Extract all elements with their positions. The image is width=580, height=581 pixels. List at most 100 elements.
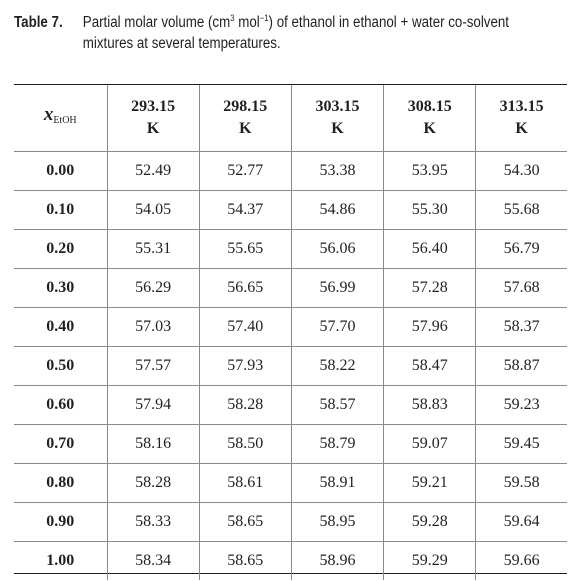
caption-text-suffix: ) of ethanol in ethanol + water co-solve… xyxy=(268,14,510,31)
row-header-mole-fraction: 0.70 xyxy=(14,424,108,464)
table-cell-volume: 55.30 xyxy=(383,190,477,230)
column-header: 293.15 K xyxy=(106,85,200,152)
table-cell-volume: 57.70 xyxy=(290,307,385,347)
table-cell-volume: 58.22 xyxy=(290,346,385,386)
data-table-container: xEtOH 293.15 K 298.15 K 303.15 K 308.15 K 31… xyxy=(14,84,567,580)
table-cell-volume: 57.40 xyxy=(198,307,292,347)
table-row: 0.80 58.28 58.61 58.91 59.21 59.58 xyxy=(14,463,567,503)
row-header-mole-fraction: 1.00 xyxy=(14,541,108,580)
table-cell-volume: 54.30 xyxy=(475,151,567,191)
table-cell-volume: 58.28 xyxy=(198,385,292,425)
table-row: 0.20 55.31 55.65 56.06 56.40 56.79 xyxy=(14,229,567,269)
column-header-label: 298.15 K xyxy=(223,98,268,137)
table-cell-volume: 52.77 xyxy=(198,151,292,191)
table-cell-volume: 57.93 xyxy=(198,346,292,386)
table-cell-volume: 59.66 xyxy=(475,541,567,580)
table-cell-volume: 58.87 xyxy=(475,346,567,386)
table-cell-volume: 57.96 xyxy=(383,307,477,347)
table-cell-volume: 56.65 xyxy=(198,268,292,308)
table-cell-volume: 54.05 xyxy=(106,190,200,230)
table-row: 0.40 57.03 57.40 57.70 57.96 58.37 xyxy=(14,307,567,347)
row-header-mole-fraction: 0.40 xyxy=(14,307,108,347)
column-header-label: 313.15 K xyxy=(499,98,544,137)
table-cell-volume: 55.31 xyxy=(106,229,200,269)
table-label: Table 7. xyxy=(14,14,63,31)
column-header: 308.15 K xyxy=(383,85,477,152)
table-cell-volume: 57.28 xyxy=(383,268,477,308)
mole-fraction-symbol: x xyxy=(43,104,54,125)
table-cell-volume: 56.40 xyxy=(383,229,477,269)
table-cell-volume: 57.57 xyxy=(106,346,200,386)
table-row: 0.50 57.57 57.93 58.22 58.47 58.87 xyxy=(14,346,567,386)
table-cell-volume: 56.79 xyxy=(475,229,567,269)
table-cell-volume: 57.68 xyxy=(475,268,567,308)
table-cell-volume: 58.65 xyxy=(198,541,292,580)
table-cell-volume: 58.16 xyxy=(106,424,200,464)
table-cell-volume: 57.03 xyxy=(106,307,200,347)
table-cell-volume: 53.38 xyxy=(290,151,385,191)
table-cell-volume: 59.21 xyxy=(383,463,477,503)
caption-text-prefix: Partial molar volume (cm xyxy=(82,14,231,31)
table-cell-volume: 56.29 xyxy=(106,268,200,308)
row-header-mole-fraction: 0.10 xyxy=(14,190,108,230)
table-body: 0.00 52.49 52.77 53.38 53.95 54.30 0.10 54.05 54… xyxy=(14,151,567,580)
table-cell-volume: 58.79 xyxy=(290,424,385,464)
table-cell-volume: 59.28 xyxy=(383,502,477,542)
caption-sup-exponent: −1 xyxy=(259,13,269,23)
table-row: 0.30 56.29 56.65 56.99 57.28 57.68 xyxy=(14,268,567,308)
table-row: 0.00 52.49 52.77 53.38 53.95 54.30 xyxy=(14,151,567,191)
table-cell-volume: 58.28 xyxy=(106,463,200,503)
table-cell-volume: 54.37 xyxy=(198,190,292,230)
row-header-mole-fraction: 0.90 xyxy=(14,502,108,542)
table-cell-volume: 58.34 xyxy=(106,541,200,580)
column-header: 303.15 K xyxy=(290,85,385,152)
table-cell-volume: 57.94 xyxy=(106,385,200,425)
table-cell-volume: 55.68 xyxy=(475,190,567,230)
table-row: 1.00 58.34 58.65 58.96 59.29 59.66 xyxy=(14,541,567,580)
row-header-mole-fraction: 0.60 xyxy=(14,385,108,425)
table-cell-volume: 58.57 xyxy=(290,385,385,425)
partial-molar-volume-table: xEtOH 293.15 K 298.15 K 303.15 K 308.15 K 31… xyxy=(14,85,567,580)
column-header-label: 303.15 K xyxy=(315,98,360,137)
row-header-mole-fraction: 0.50 xyxy=(14,346,108,386)
table-row: 0.90 58.33 58.65 58.95 59.28 59.64 xyxy=(14,502,567,542)
column-header-label: 308.15 K xyxy=(407,98,452,137)
table-cell-volume: 58.96 xyxy=(290,541,385,580)
table-cell-volume: 58.91 xyxy=(290,463,385,503)
table-row: 0.10 54.05 54.37 54.86 55.30 55.68 xyxy=(14,190,567,230)
table-cell-volume: 58.50 xyxy=(198,424,292,464)
table-cell-volume: 54.86 xyxy=(290,190,385,230)
row-header-mole-fraction: 0.80 xyxy=(14,463,108,503)
table-cell-volume: 55.65 xyxy=(198,229,292,269)
column-header: 298.15 K xyxy=(198,85,292,152)
table-cell-volume: 58.33 xyxy=(106,502,200,542)
table-cell-volume: 53.95 xyxy=(383,151,477,191)
corner-header: xEtOH xyxy=(14,85,108,152)
table-cell-volume: 59.58 xyxy=(475,463,567,503)
table-cell-volume: 56.06 xyxy=(290,229,385,269)
table-cell-volume: 52.49 xyxy=(106,151,200,191)
row-header-mole-fraction: 0.30 xyxy=(14,268,108,308)
caption-text-line2: mixtures at several temperatures. xyxy=(82,35,281,52)
column-header-label: 293.15 K xyxy=(131,98,176,137)
mole-fraction-label: xEtOH xyxy=(43,104,77,126)
table-cell-volume: 58.61 xyxy=(198,463,292,503)
table-caption: Table 7. Partial molar volume (cm3 mol−1)… xyxy=(14,12,564,54)
table-cell-volume: 58.47 xyxy=(383,346,477,386)
table-cell-volume: 59.07 xyxy=(383,424,477,464)
table-cell-volume: 59.64 xyxy=(475,502,567,542)
row-header-mole-fraction: 0.00 xyxy=(14,151,108,191)
table-row: 0.60 57.94 58.28 58.57 58.83 59.23 xyxy=(14,385,567,425)
table-cell-volume: 58.83 xyxy=(383,385,477,425)
mole-fraction-subscript: EtOH xyxy=(53,115,77,126)
table-header-row: xEtOH 293.15 K 298.15 K 303.15 K 308.15 K 31… xyxy=(14,85,567,152)
table-cell-volume: 58.65 xyxy=(198,502,292,542)
table-cell-volume: 59.45 xyxy=(475,424,567,464)
caption-sup-unit: 3 xyxy=(230,13,235,23)
caption-text-mid: mol xyxy=(234,14,260,31)
column-header: 313.15 K xyxy=(475,85,567,152)
table-row: 0.70 58.16 58.50 58.79 59.07 59.45 xyxy=(14,424,567,464)
table-cell-volume: 56.99 xyxy=(290,268,385,308)
row-header-mole-fraction: 0.20 xyxy=(14,229,108,269)
table-cell-volume: 58.37 xyxy=(475,307,567,347)
